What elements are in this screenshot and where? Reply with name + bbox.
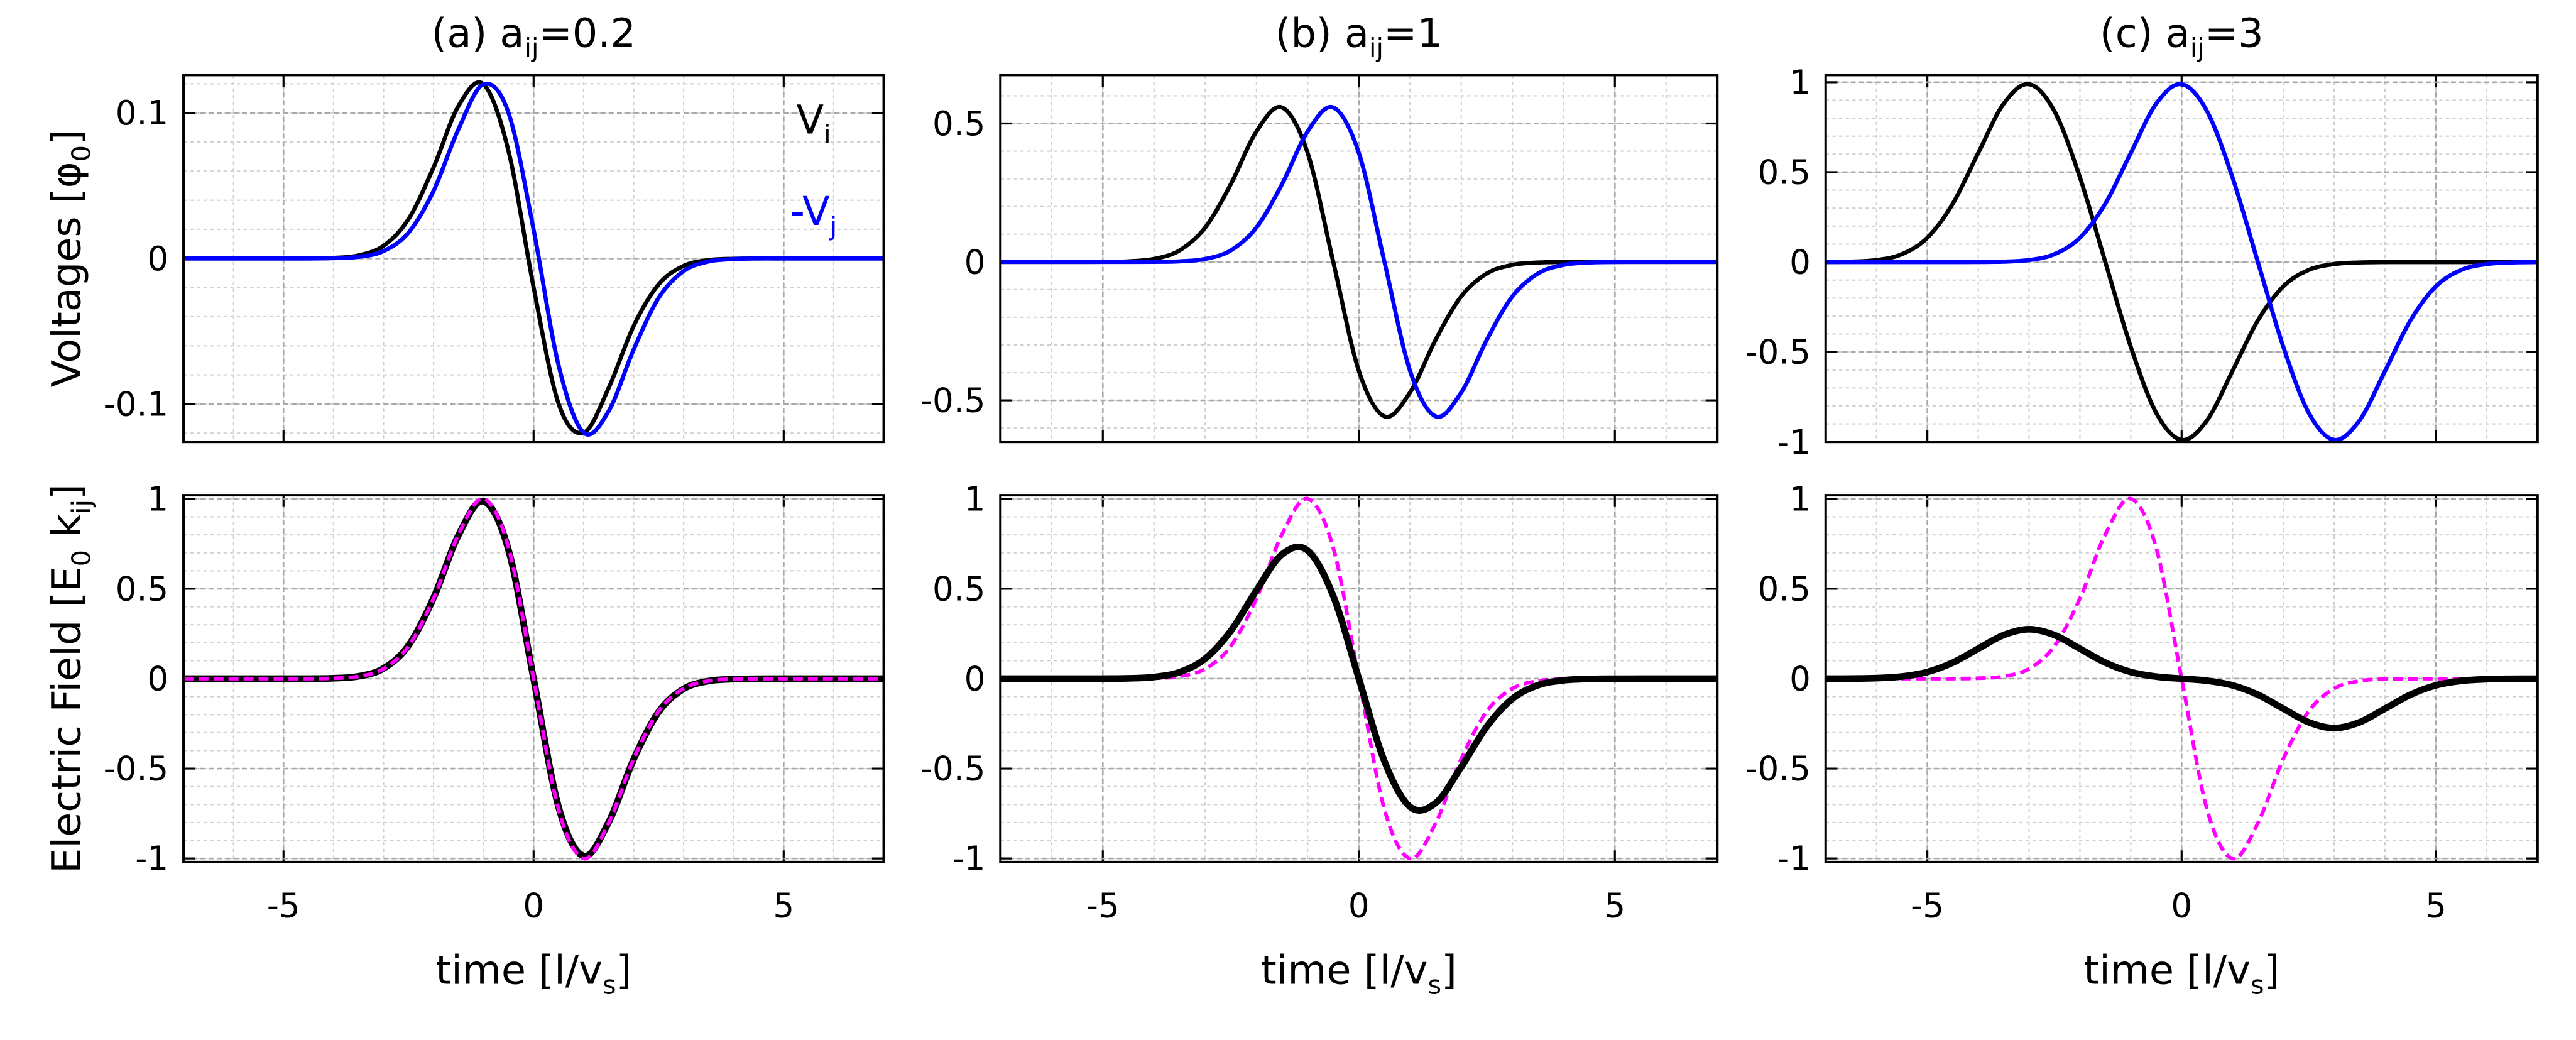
y-tick-label: -0.5 (920, 750, 986, 789)
y-tick-label: 0 (147, 660, 168, 699)
label-part: ] (1441, 948, 1457, 994)
series-line (1825, 82, 2538, 442)
plot-frame (182, 74, 885, 444)
plot-frame (182, 494, 885, 863)
subplot: -5 0 5 -1 -0.5 0 0.5 1 time [l/vs] (920, 479, 1719, 1000)
label-part: ] (44, 129, 90, 145)
subplot-title: (c) aij=3 (2100, 10, 2264, 63)
series-line (183, 81, 884, 437)
series-line (1825, 626, 2538, 731)
label-part: V (797, 97, 824, 143)
y-tick-label: 0.5 (116, 569, 168, 608)
y-tick-label: 1 (1789, 63, 1811, 102)
subscript: 0 (66, 145, 96, 161)
label-part: (b) a (1275, 10, 1369, 57)
label-part: ] (616, 948, 632, 994)
label-part: k (44, 514, 90, 550)
subplot: -5 0 5 -1 -0.5 0 0.5 1 time [l/vs] (1745, 479, 2539, 1000)
y-tick-label: -1 (135, 840, 168, 879)
x-tick-label: 5 (2425, 886, 2447, 925)
subscript: i (824, 119, 831, 150)
label-part: =3 (2205, 10, 2264, 57)
label-part: Voltages [φ (44, 161, 90, 387)
y-tick-label: -1 (1777, 840, 1811, 879)
subscript: ij (1369, 33, 1384, 63)
y-tick-label: -0.5 (1745, 333, 1811, 372)
subscript: s (1427, 970, 1441, 1000)
series-line (1825, 82, 2538, 442)
y-tick-label: 1 (1789, 479, 1811, 518)
series-line (1000, 544, 1718, 814)
label-part: =0.2 (538, 10, 636, 57)
label-part: ] (44, 484, 90, 500)
subplot-title: (b) aij=1 (1275, 10, 1443, 63)
x-tick-label: 5 (1604, 886, 1625, 925)
label-part: time [l/v (1261, 948, 1428, 994)
y-tick-label: -0.1 (104, 385, 169, 424)
y-tick-label: 1 (964, 479, 986, 518)
plot-frame (999, 494, 1719, 863)
x-tick-label: 5 (773, 886, 794, 925)
y-tick-label: 1 (147, 479, 168, 518)
label-part: (c) a (2100, 10, 2190, 57)
label-part: -V (790, 189, 830, 235)
y-tick-label: 0 (147, 239, 168, 278)
x-tick-label: 0 (523, 886, 544, 925)
y-tick-label: -0.5 (1745, 750, 1811, 789)
label-part: =1 (1384, 10, 1443, 57)
subscript: ij (2190, 33, 2205, 63)
y-tick-label: 0.5 (932, 569, 985, 608)
series-line (1000, 104, 1718, 419)
x-axis-label: time [l/vs] (1261, 948, 1457, 1000)
subplot: -1 -0.5 0 0.5 1 (c) aij=3 (1745, 10, 2539, 462)
series-line (1825, 496, 2538, 861)
plot-frame (1824, 74, 2539, 444)
y-axis-label: Electric Field [E0 kij] (44, 484, 97, 873)
x-axis-label: time [l/vs] (2083, 948, 2279, 1000)
x-tick-label: 0 (2171, 886, 2192, 925)
y-tick-label: 0 (1789, 243, 1811, 282)
subscript: ij (524, 33, 538, 63)
y-tick-label: 0.5 (1757, 569, 1810, 608)
y-tick-label: 0 (964, 243, 986, 282)
x-tick-label: -5 (267, 886, 300, 925)
y-tick-label: 0.5 (1757, 153, 1810, 192)
x-axis-label: time [l/vs] (435, 948, 631, 1000)
subplot-title: (a) aij=0.2 (431, 10, 636, 63)
y-tick-label: 0.5 (932, 104, 985, 143)
legend-entry: Vi (797, 97, 831, 150)
subplot: -0.5 0 0.5 (b) aij=1 (920, 10, 1719, 444)
y-tick-label: 0 (1789, 660, 1811, 699)
label-part: (a) a (431, 10, 524, 57)
x-tick-label: -5 (1911, 886, 1944, 925)
y-axis-label: Voltages [φ0] (44, 129, 97, 387)
subscript: s (603, 970, 616, 1000)
series-line (183, 496, 884, 861)
plot-frame (999, 74, 1719, 444)
label-part: time [l/v (435, 948, 603, 994)
subscript: 0 (66, 550, 96, 566)
y-tick-label: -1 (1777, 423, 1811, 462)
x-tick-label: 0 (1348, 886, 1370, 925)
x-tick-label: -5 (1086, 886, 1120, 925)
label-part: Electric Field [E (44, 566, 90, 873)
label-part: time [l/v (2083, 948, 2251, 994)
y-tick-label: 0.1 (116, 94, 168, 133)
y-tick-label: 0 (964, 660, 986, 699)
y-tick-label: -1 (952, 840, 985, 879)
subscript: j (829, 211, 838, 241)
subscript: s (2251, 970, 2264, 1000)
plot-frame (1824, 494, 2539, 863)
legend-entry: -Vj (790, 189, 837, 241)
label-part: ] (2264, 948, 2280, 994)
subscript: ij (66, 500, 96, 514)
y-tick-label: -0.5 (104, 750, 169, 789)
y-tick-label: -0.5 (920, 381, 986, 420)
